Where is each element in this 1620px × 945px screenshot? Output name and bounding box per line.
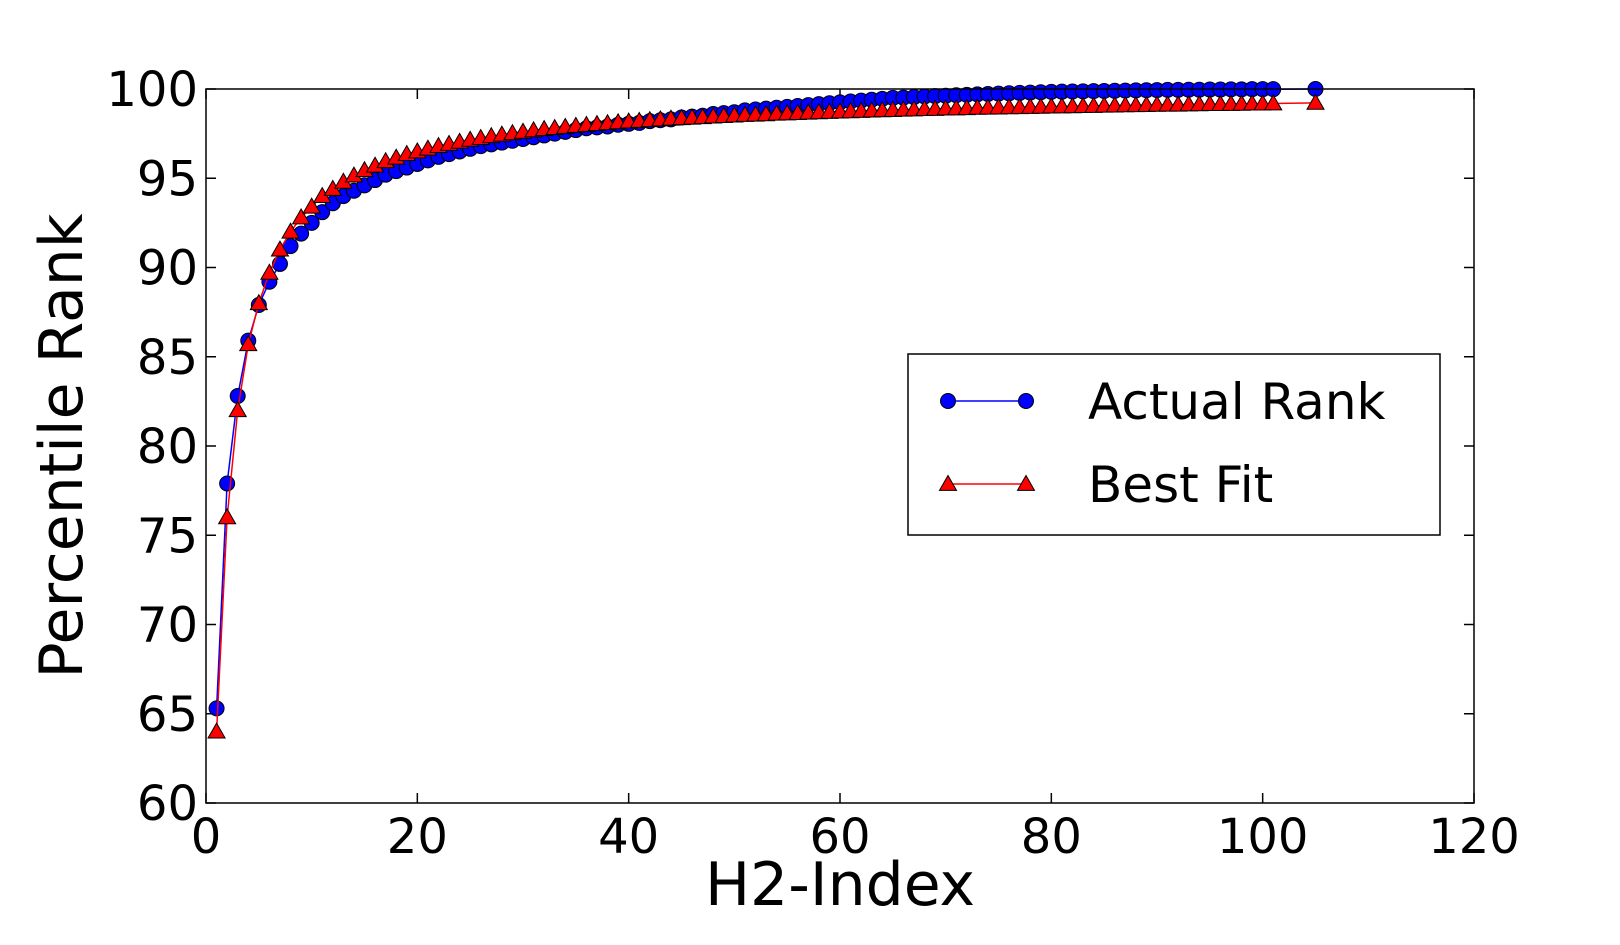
x-tick-label: 120: [1428, 809, 1520, 865]
data-point: [238, 334, 258, 352]
series-layer: [207, 81, 1325, 739]
data-point: [219, 475, 236, 492]
legend-marker: [938, 474, 958, 491]
y-axis-ticks: 60 65 70 75 80 85 90 95 100: [106, 62, 1474, 832]
legend: Actual Rank Best Fit: [907, 353, 1441, 536]
x-tick-label: 40: [598, 809, 659, 865]
y-tick-label: 75: [137, 508, 198, 564]
y-tick-label: 95: [137, 151, 198, 207]
data-point: [281, 222, 300, 239]
data-point: [249, 293, 269, 311]
plot-area-frame: [205, 88, 1475, 804]
data-point: [207, 722, 226, 739]
legend-marker: [940, 393, 956, 409]
y-tick-label: 70: [137, 598, 198, 654]
legend-label: Actual Rank: [1088, 373, 1386, 431]
y-tick-label: 100: [106, 62, 198, 118]
x-tick-label: 80: [1021, 809, 1082, 865]
data-point: [217, 507, 237, 525]
data-point: [228, 400, 248, 418]
data-point: [1263, 93, 1283, 111]
data-point: [208, 700, 225, 717]
data-point: [302, 197, 322, 214]
y-tick-label: 85: [137, 330, 198, 386]
y-tick-label: 90: [137, 241, 198, 297]
data-point: [271, 255, 288, 272]
legend-box: [907, 353, 1441, 536]
legend-entry: Best Fit: [938, 456, 1273, 514]
x-tick-label: 100: [1217, 809, 1309, 865]
data-point: [291, 208, 311, 225]
x-tick-label: 60: [809, 809, 870, 865]
y-tick-label: 80: [137, 419, 198, 475]
legend-entry: Actual Rank: [940, 373, 1386, 431]
x-tick-label: 20: [387, 809, 448, 865]
y-tick-label: 60: [137, 776, 198, 832]
x-tick-label: 0: [191, 809, 222, 865]
legend-marker: [1016, 474, 1036, 491]
y-axis-title: Percentile Rank: [27, 213, 97, 678]
data-point: [270, 240, 290, 257]
legend-label: Best Fit: [1088, 456, 1273, 514]
data-point: [1306, 93, 1325, 110]
data-point: [260, 263, 279, 280]
x-axis-ticks: 0 20 40 60 80 100 120: [191, 89, 1520, 865]
y-tick-label: 65: [137, 687, 198, 743]
x-axis-title: H2-Index: [705, 850, 975, 920]
legend-marker: [1018, 393, 1034, 409]
series-2: [207, 93, 1325, 739]
